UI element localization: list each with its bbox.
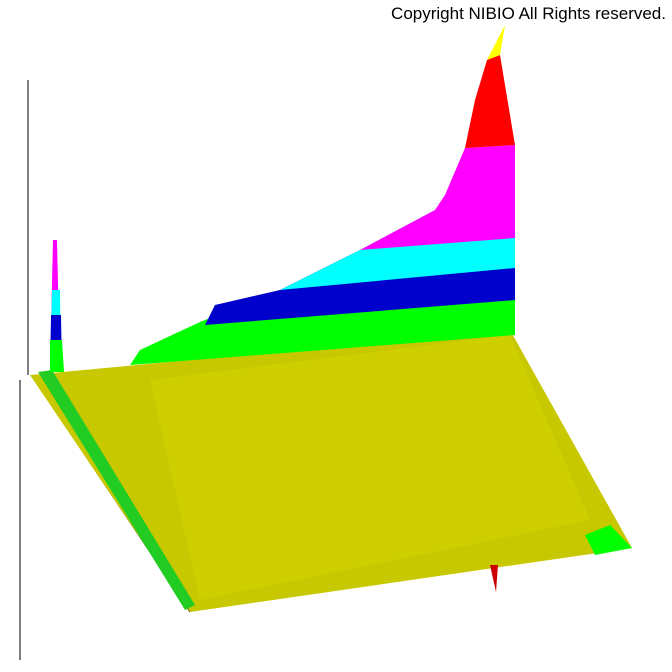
edge-strip — [38, 370, 195, 610]
band-red — [465, 55, 515, 148]
copyright: Copyright NIBIO All Rights reserved. — [391, 4, 666, 23]
spike — [490, 565, 498, 592]
band-magenta — [360, 145, 515, 250]
plane-highlight — [150, 335, 590, 600]
band-yellow — [487, 25, 505, 60]
corner-patch — [585, 525, 632, 555]
band-green — [130, 290, 515, 365]
left-spike — [50, 340, 64, 372]
